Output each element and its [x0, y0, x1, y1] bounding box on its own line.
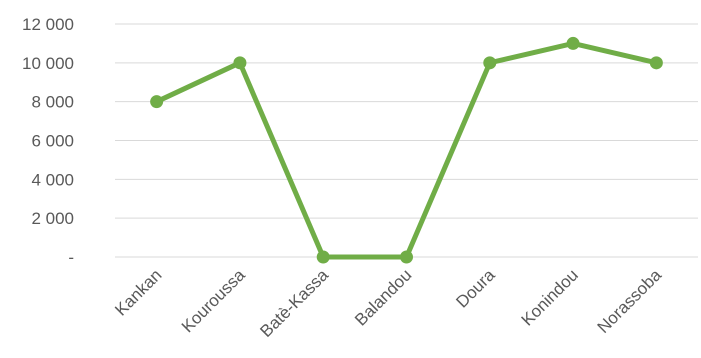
data-point	[400, 250, 413, 264]
x-tick-label: Kankan	[111, 265, 165, 319]
data-point	[233, 56, 247, 70]
y-axis-ticks: - 2 000 4 000 6 000 8 000 10 000 12 000	[22, 15, 74, 267]
x-tick-label: Batè-Kassa	[256, 265, 332, 341]
x-tick-label: Norassoba	[594, 265, 666, 337]
x-tick-label: Kouroussa	[178, 265, 249, 336]
y-tick-label: -	[68, 248, 74, 267]
series-group	[150, 36, 663, 264]
data-point	[566, 36, 580, 50]
y-tick-label: 4 000	[31, 170, 74, 189]
y-tick-label: 8 000	[31, 93, 74, 112]
x-axis-ticks: Kankan Kouroussa Batè-Kassa Balandou Doura Ko…	[111, 265, 665, 341]
data-point	[483, 56, 497, 70]
gridlines	[115, 23, 698, 258]
series-line	[154, 40, 659, 260]
x-tick-label: Doura	[452, 265, 499, 312]
data-point	[649, 56, 663, 70]
y-tick-label: 6 000	[31, 132, 74, 151]
y-tick-label: 10 000	[22, 54, 74, 73]
y-tick-label: 12 000	[22, 15, 74, 34]
data-point	[150, 95, 164, 109]
x-tick-label: Konindou	[518, 265, 582, 329]
y-tick-label: 2 000	[31, 209, 74, 228]
data-point	[316, 250, 330, 264]
x-tick-label: Balandou	[351, 265, 415, 329]
